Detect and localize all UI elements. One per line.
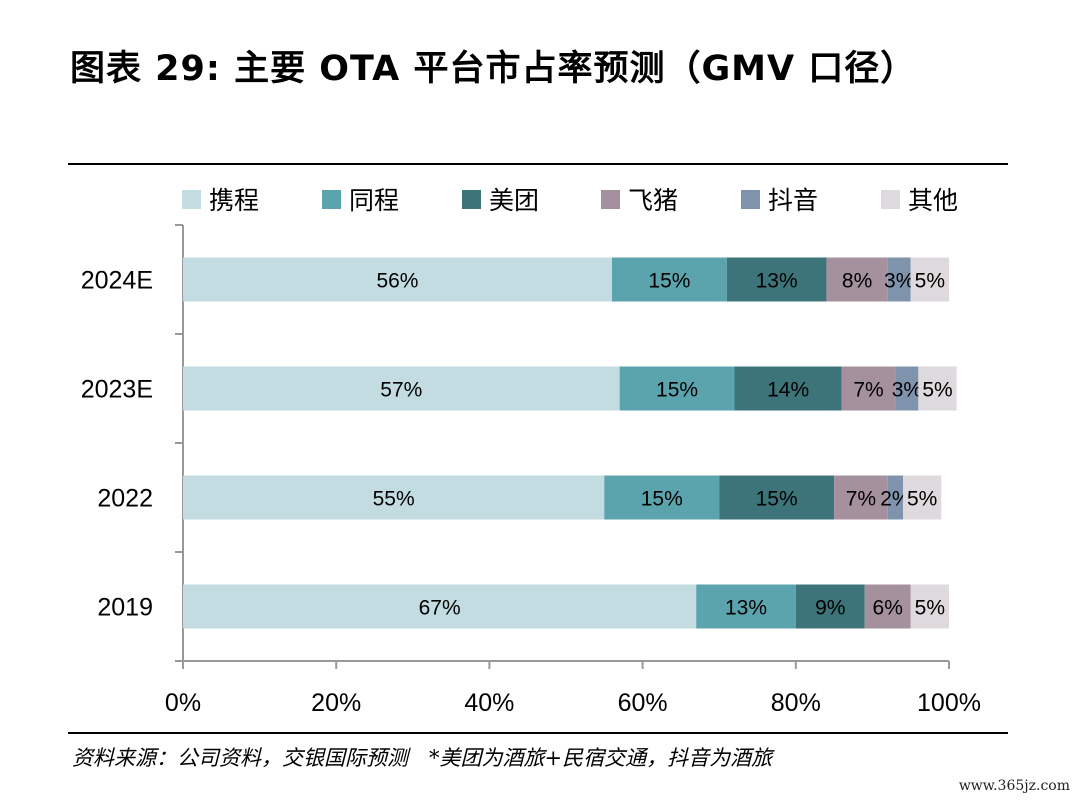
bar-1-3 — [841, 366, 896, 411]
bar-2-5 — [903, 475, 942, 520]
bar-0-0 — [183, 257, 612, 302]
bar-3-3 — [864, 584, 911, 629]
data-label-3-5: 5% — [915, 597, 945, 620]
legend-label-1: 同程 — [349, 186, 399, 215]
data-label-0-2: 13% — [756, 270, 798, 293]
bar-3-2 — [795, 584, 865, 629]
data-label-0-0: 56% — [376, 270, 418, 293]
data-label-3-1: 13% — [725, 597, 767, 620]
x-tick-label-2: 40% — [464, 689, 514, 717]
legend-label-3: 飞猪 — [628, 186, 678, 215]
legend-label-2: 美团 — [489, 186, 539, 215]
x-tick-label-3: 60% — [618, 689, 668, 717]
x-tick-label-4: 80% — [771, 689, 821, 717]
category-label-3: 2019 — [97, 594, 153, 622]
data-label-3-2: 9% — [815, 597, 845, 620]
bar-1-5 — [918, 366, 957, 411]
watermark: www.365jz.com — [958, 778, 1070, 794]
bar-0-3 — [826, 257, 888, 302]
bar-1-0 — [183, 366, 620, 411]
axes: 0% 20% 40% 60% 80% 100% — [165, 224, 981, 717]
data-label-0-5: 5% — [915, 270, 945, 293]
data-label-2-1: 15% — [641, 488, 683, 511]
data-label-2-0: 55% — [373, 488, 415, 511]
bar-0-1 — [611, 257, 727, 302]
data-label-2-3: 7% — [846, 488, 876, 511]
data-label-3-3: 6% — [873, 597, 903, 620]
data-label-1-5: 5% — [922, 379, 952, 402]
source-rule — [68, 732, 1008, 734]
bars: 2024E 56% 15% 13% 8% 3% 5%2023E 57% 15% 14% 7% 3% 5%… — [81, 257, 957, 629]
chart-title: 图表 29: 主要 OTA 平台市占率预测（GMV 口径） — [70, 49, 917, 89]
category-label-2: 2022 — [97, 485, 153, 513]
legend-swatch-0 — [182, 190, 201, 209]
legend-label-0: 携程 — [209, 186, 259, 215]
data-label-3-0: 67% — [419, 597, 461, 620]
data-label-2-2: 15% — [756, 488, 798, 511]
bar-0-2 — [726, 257, 827, 302]
data-label-0-3: 8% — [842, 270, 872, 293]
data-label-1-0: 57% — [380, 379, 422, 402]
data-label-1-4: 3% — [892, 379, 922, 402]
legend-label-4: 抖音 — [768, 186, 818, 215]
bar-1-2 — [734, 366, 842, 411]
bar-3-1 — [696, 584, 796, 629]
data-label-1-2: 14% — [767, 379, 809, 402]
data-label-0-4: 3% — [884, 270, 914, 293]
legend-swatch-4 — [741, 190, 760, 209]
data-label-1-1: 15% — [656, 379, 698, 402]
x-tick-label-1: 20% — [311, 689, 361, 717]
data-label-1-3: 7% — [853, 379, 883, 402]
data-label-2-4: 2% — [880, 488, 910, 511]
legend-label-5: 其他 — [908, 186, 958, 215]
bar-0-4 — [887, 257, 911, 302]
category-label-1: 2023E — [81, 376, 153, 404]
legend-swatch-5 — [881, 190, 900, 209]
bar-2-2 — [719, 475, 835, 520]
bar-2-4 — [887, 475, 904, 520]
bar-2-0 — [183, 475, 605, 520]
x-tick-label-0: 0% — [165, 689, 201, 717]
bar-1-1 — [619, 366, 735, 411]
bar-0-5 — [910, 257, 949, 302]
bar-2-3 — [834, 475, 888, 520]
legend: 携程 同程 美团 飞猪 抖音 其他 — [182, 186, 958, 215]
bar-3-0 — [183, 584, 697, 629]
legend-swatch-2 — [462, 190, 481, 209]
legend-swatch-3 — [601, 190, 620, 209]
category-label-0: 2024E — [81, 267, 153, 295]
title-rule — [68, 163, 1008, 165]
data-label-2-5: 5% — [907, 488, 937, 511]
x-tick-label-5: 100% — [917, 689, 981, 717]
source-note: 资料来源：公司资料，交银国际预测 *美团为酒旅+民宿交通，抖音为酒旅 — [72, 746, 773, 770]
bar-2-1 — [604, 475, 720, 520]
bar-1-4 — [895, 366, 919, 411]
legend-swatch-1 — [322, 190, 341, 209]
bar-3-5 — [910, 584, 949, 629]
data-label-0-1: 15% — [648, 270, 690, 293]
